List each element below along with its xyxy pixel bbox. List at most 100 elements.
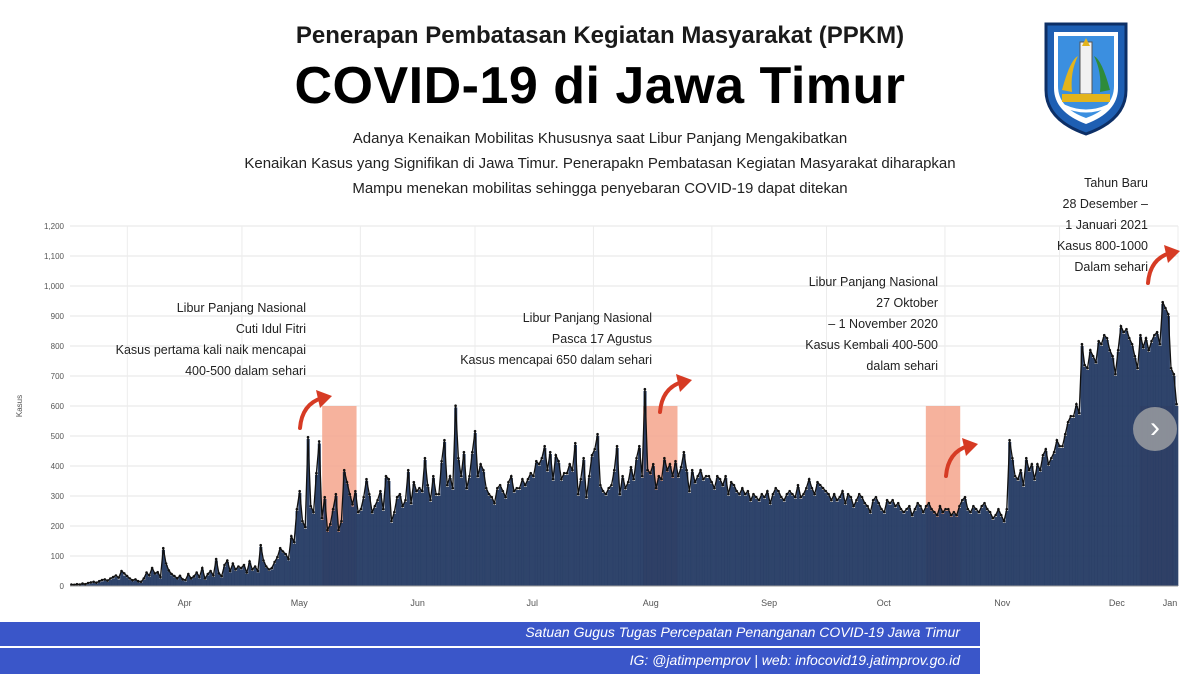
case-bar [874,499,878,586]
x-tick-label: Jul [527,598,539,608]
case-bar [777,493,781,586]
case-bar [128,580,132,586]
data-point [1075,402,1078,406]
data-point [596,432,599,436]
data-point [521,477,524,481]
case-bar [1074,406,1079,586]
case-bar [960,502,964,586]
case-bar [120,572,124,586]
data-point [933,510,936,514]
case-bar [629,469,633,586]
case-bar [114,577,118,586]
data-point [660,477,663,481]
case-bar [150,569,154,586]
data-point [935,513,939,517]
data-point [1013,474,1017,478]
case-bar [654,490,658,586]
chart-description: Adanya Kenaikan Mobilitas Khususnya saat… [150,126,1050,201]
case-bar [804,490,809,586]
data-point [960,498,964,502]
data-point [1024,456,1028,460]
data-point [479,462,482,466]
data-point [685,468,688,472]
case-bar [484,490,488,586]
data-point [290,534,293,538]
x-tick-label: Oct [877,598,892,608]
data-point [676,474,680,478]
case-bar [754,499,758,586]
data-point [161,546,165,550]
y-tick-label: 500 [51,432,65,441]
data-point [1108,348,1112,352]
data-point [225,559,229,562]
case-bar [941,514,945,586]
case-bar [437,496,441,586]
case-bar [493,505,497,586]
data-point [888,501,892,505]
data-point [738,492,741,496]
data-point [788,489,791,493]
data-point [991,516,995,520]
data-point [1147,348,1151,352]
data-point [1116,348,1120,352]
data-point [818,483,822,487]
trend-arrow-icon [298,390,332,430]
case-bar [423,460,427,586]
data-point [1027,468,1031,472]
case-bar [284,556,288,586]
y-tick-label: 400 [51,462,65,471]
description-line: Kenaikan Kasus yang Signifikan di Jawa T… [244,155,956,172]
data-point [715,474,719,478]
data-point [1050,456,1053,460]
case-bar [757,502,761,586]
data-point [507,480,510,484]
case-bar [688,493,692,586]
case-bar [824,493,828,586]
data-point [134,578,137,581]
data-point [908,504,911,508]
case-bar [125,577,129,586]
data-point [941,510,945,514]
case-bar [356,514,360,586]
data-point [156,570,159,574]
data-point [167,569,171,572]
case-bar [250,571,255,586]
data-point [724,474,727,478]
data-point [367,492,371,496]
case-bar [451,490,455,586]
case-bar [111,578,115,586]
case-bar [958,508,962,586]
data-point [1041,453,1045,457]
case-bar [139,583,143,586]
case-bar [387,481,391,586]
data-point [526,477,530,481]
case-bar [217,574,221,586]
case-bar [1044,451,1048,586]
case-bar [660,481,664,586]
case-bar [832,496,836,586]
case-bar [576,496,580,586]
case-bar [1141,349,1145,586]
case-bar [234,571,238,586]
case-bar [729,484,733,586]
case-bar [732,487,736,586]
data-point [173,574,176,578]
next-slide-button[interactable]: › [1133,407,1177,451]
case-bar [287,560,291,586]
data-point [231,562,235,565]
data-point [203,577,207,580]
case-bar [894,508,898,586]
case-bar [373,508,377,586]
case-bar [671,478,675,586]
data-point [573,441,577,445]
data-point [894,504,897,508]
data-point [181,578,185,581]
data-point [189,576,193,580]
case-bar [86,584,90,586]
data-point [835,498,839,502]
annotation-line: Kasus 800-1000 [1056,239,1148,253]
annotation-agustus: Libur Panjang Nasional Pasca 17 Agustus … [460,308,652,371]
data-point [192,575,196,578]
case-bar [590,457,594,586]
data-point [170,572,173,576]
